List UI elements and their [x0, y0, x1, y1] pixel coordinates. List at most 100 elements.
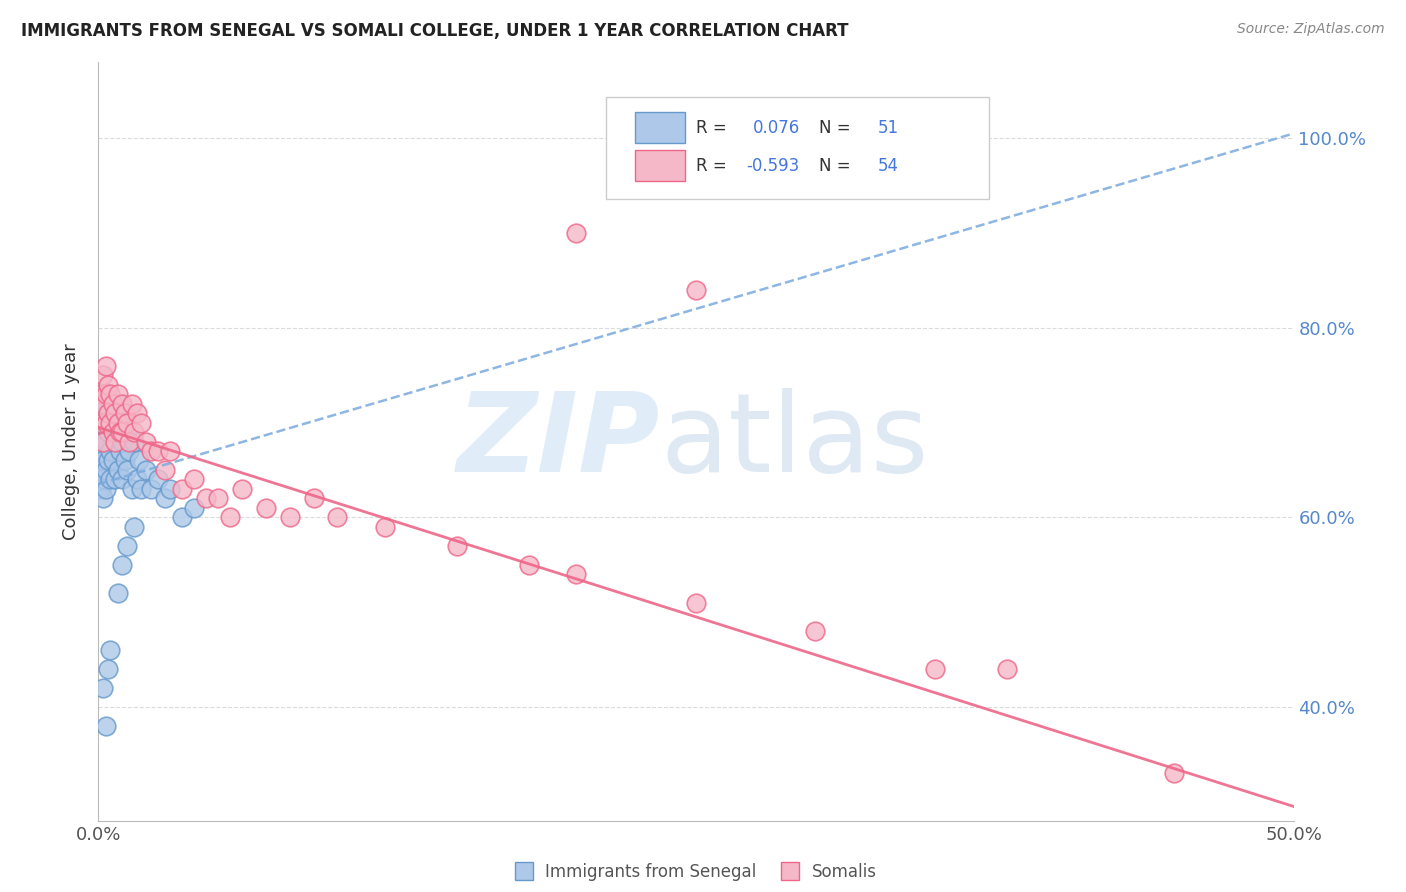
Point — [115, 416, 138, 430]
Point — [94, 719, 117, 733]
Point — [131, 482, 153, 496]
Point — [94, 359, 117, 373]
Point — [685, 596, 707, 610]
Point — [685, 283, 707, 297]
Point — [111, 425, 134, 439]
Point — [94, 416, 117, 430]
Point — [101, 453, 124, 467]
Point — [159, 482, 181, 496]
Point — [90, 416, 112, 430]
Point — [104, 434, 127, 449]
Point — [148, 473, 170, 487]
Point — [219, 510, 242, 524]
Point — [195, 491, 218, 506]
Point — [91, 453, 114, 467]
Point — [183, 500, 205, 515]
Point — [135, 463, 157, 477]
Text: R =: R = — [696, 119, 733, 136]
Point — [124, 434, 146, 449]
Point — [90, 406, 112, 420]
Point — [104, 406, 127, 420]
Point — [97, 425, 120, 439]
Point — [90, 434, 112, 449]
Point — [118, 444, 141, 458]
Point — [108, 444, 131, 458]
Point — [98, 643, 122, 657]
Point — [91, 491, 114, 506]
Point — [90, 387, 112, 401]
Point — [995, 662, 1018, 676]
Point — [94, 482, 117, 496]
Point — [90, 463, 112, 477]
Point — [924, 662, 946, 676]
Point — [94, 463, 117, 477]
Point — [97, 377, 120, 392]
Point — [94, 434, 117, 449]
Point — [135, 434, 157, 449]
Point — [326, 510, 349, 524]
Point — [121, 397, 143, 411]
Text: IMMIGRANTS FROM SENEGAL VS SOMALI COLLEGE, UNDER 1 YEAR CORRELATION CHART: IMMIGRANTS FROM SENEGAL VS SOMALI COLLEG… — [21, 22, 849, 40]
Point — [101, 416, 124, 430]
Point — [97, 387, 120, 401]
Point — [98, 444, 122, 458]
Point — [139, 482, 162, 496]
Point — [91, 416, 114, 430]
Point — [115, 539, 138, 553]
Point — [124, 425, 146, 439]
Point — [97, 453, 120, 467]
Point — [91, 444, 114, 458]
Point — [97, 662, 120, 676]
Point — [128, 453, 150, 467]
Point — [111, 473, 134, 487]
FancyBboxPatch shape — [636, 112, 685, 143]
Point — [90, 482, 112, 496]
Point — [118, 434, 141, 449]
Text: 0.076: 0.076 — [754, 119, 800, 136]
Point — [108, 425, 131, 439]
Point — [139, 444, 162, 458]
Point — [107, 586, 129, 600]
Point — [231, 482, 253, 496]
Point — [101, 425, 124, 439]
Point — [98, 416, 122, 430]
Point — [111, 397, 134, 411]
Point — [565, 567, 588, 582]
Point — [104, 434, 127, 449]
Point — [804, 624, 827, 639]
Text: N =: N = — [820, 119, 856, 136]
Point — [107, 416, 129, 430]
Point — [183, 473, 205, 487]
Point — [121, 482, 143, 496]
Point — [91, 368, 114, 383]
Point — [207, 491, 229, 506]
FancyBboxPatch shape — [636, 151, 685, 181]
Text: Source: ZipAtlas.com: Source: ZipAtlas.com — [1237, 22, 1385, 37]
Text: ZIP: ZIP — [457, 388, 661, 495]
Legend: Immigrants from Senegal, Somalis: Immigrants from Senegal, Somalis — [509, 857, 883, 888]
Point — [125, 406, 148, 420]
Point — [155, 463, 177, 477]
Text: -0.593: -0.593 — [747, 157, 800, 175]
Point — [107, 387, 129, 401]
Point — [155, 491, 177, 506]
Point — [114, 453, 136, 467]
Point — [114, 406, 136, 420]
Point — [91, 434, 114, 449]
Point — [131, 416, 153, 430]
Point — [98, 473, 122, 487]
Point — [94, 397, 117, 411]
Point — [172, 482, 194, 496]
Point — [115, 463, 138, 477]
Point — [148, 444, 170, 458]
Point — [104, 473, 127, 487]
Point — [98, 387, 122, 401]
Point — [111, 434, 134, 449]
Point — [565, 226, 588, 240]
Point — [172, 510, 194, 524]
Point — [124, 520, 146, 534]
Point — [91, 681, 114, 695]
Point — [91, 397, 114, 411]
Text: 54: 54 — [877, 157, 898, 175]
Point — [107, 463, 129, 477]
